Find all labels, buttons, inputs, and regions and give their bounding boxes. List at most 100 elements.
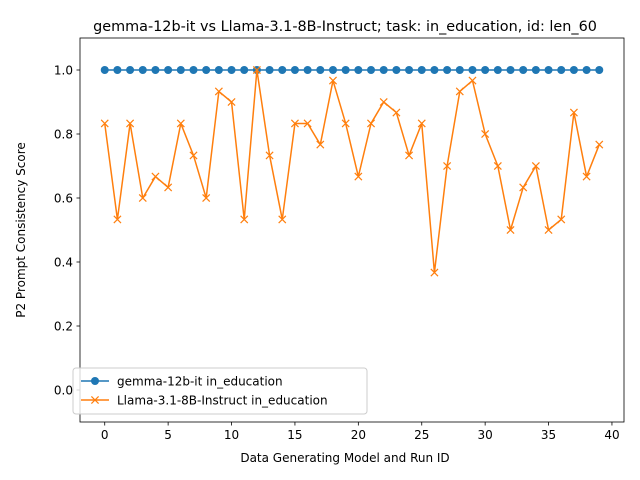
- legend-label-2: Llama-3.1-8B-Instruct in_education: [117, 393, 328, 407]
- x-tick-label-4: 20: [351, 428, 366, 442]
- series-2-point-6: [176, 119, 185, 128]
- chart-title: gemma-12b-it vs Llama-3.1-8B-Instruct; t…: [93, 19, 597, 35]
- legend-marker-2: [90, 395, 100, 405]
- series-2: [100, 65, 604, 277]
- series-2-point-17: [316, 140, 325, 149]
- series-1-point-6: [176, 66, 185, 74]
- y-axis-label: P2 Prompt Consistency Score: [14, 142, 28, 318]
- series-1-point-4: [151, 66, 160, 74]
- series-2-point-11: [240, 215, 249, 224]
- series-1-point-14: [278, 66, 287, 74]
- y-tick-label-4: 0.8: [54, 127, 73, 141]
- x-tick-label-5: 25: [414, 428, 429, 442]
- plot-area: [80, 38, 624, 422]
- series-2-point-21: [366, 119, 376, 128]
- y-tick-label-1: 0.2: [54, 319, 73, 333]
- series-2-point-16: [303, 119, 312, 128]
- series-2-point-0: [100, 119, 109, 128]
- y-tick-label-0: 0.0: [54, 383, 73, 397]
- x-tick-label-7: 35: [541, 428, 556, 442]
- series-1-point-18: [328, 66, 337, 74]
- x-axis-label: Data Generating Model and Run ID: [240, 451, 449, 465]
- series-1-point-27: [443, 66, 452, 74]
- series-1-point-7: [189, 66, 198, 74]
- series-2-point-36: [557, 215, 566, 224]
- series-2-point-26: [430, 268, 439, 277]
- x-tick-label-2: 10: [224, 428, 239, 442]
- series-2-point-35: [544, 225, 553, 235]
- series-1-point-11: [240, 66, 249, 74]
- series-1-point-29: [468, 66, 477, 74]
- series-2-point-15: [290, 119, 299, 128]
- series-2-point-28: [455, 87, 464, 96]
- axes-spines: [79, 37, 625, 423]
- series-1-point-33: [519, 66, 528, 74]
- series-1-point-21: [367, 66, 376, 74]
- series-2-point-8: [202, 193, 211, 203]
- series-2-point-4: [151, 172, 160, 181]
- legend-entry-1: gemma-12b-it in_education: [81, 374, 283, 388]
- series-2-line: [103, 69, 600, 274]
- series-2-point-19: [341, 119, 350, 128]
- legend-entry-2: Llama-3.1-8B-Instruct in_education: [81, 393, 328, 407]
- series-1-point-22: [379, 66, 388, 74]
- x-tick-label-1: 5: [164, 428, 172, 442]
- x-tick-label-6: 30: [478, 428, 493, 442]
- series-2-point-24: [405, 151, 414, 160]
- series-2-point-30: [481, 129, 490, 139]
- y-tick-label-3: 0.6: [54, 191, 73, 205]
- series-1-point-39: [595, 66, 604, 74]
- series-2-point-23: [392, 108, 401, 117]
- legend-marker-1: [91, 377, 99, 385]
- series-1-point-31: [493, 66, 502, 74]
- series-2-point-34: [531, 161, 540, 171]
- series-1-point-16: [303, 66, 312, 74]
- series-1-point-10: [227, 66, 236, 74]
- series-2-point-27: [443, 161, 452, 171]
- y-tick-label-2: 0.4: [54, 255, 73, 269]
- series-2-point-3: [138, 193, 147, 203]
- series-2-point-13: [265, 151, 274, 160]
- series-1-point-15: [290, 66, 299, 74]
- series-1-point-23: [392, 66, 401, 74]
- series-2-point-18: [328, 76, 338, 85]
- series-2-point-33: [519, 183, 528, 192]
- series-1-point-37: [569, 66, 578, 74]
- series-1-point-30: [481, 66, 490, 74]
- series-1-point-3: [138, 66, 147, 74]
- series-2-point-39: [595, 140, 604, 149]
- plot-background: [80, 38, 624, 422]
- series-1-point-13: [265, 66, 274, 74]
- series-1: [100, 66, 604, 74]
- series-2-point-38: [582, 172, 591, 181]
- series-1-point-25: [417, 66, 426, 74]
- series-1-point-24: [405, 66, 414, 74]
- x-tick-label-0: 0: [101, 428, 109, 442]
- series-1-point-19: [341, 66, 350, 74]
- y-tick-label-5: 1.0: [54, 63, 73, 77]
- series-1-point-0: [100, 66, 109, 74]
- series-1-point-8: [202, 66, 211, 74]
- series-2-point-10: [227, 97, 236, 107]
- series-1-point-38: [582, 66, 591, 74]
- series-1-point-1: [113, 66, 122, 74]
- series-2-point-5: [164, 183, 173, 192]
- legend: gemma-12b-it in_education Llama-3.1-8B-In…: [72, 367, 368, 415]
- axes-frame: [79, 37, 625, 423]
- x-tick-label-3: 15: [287, 428, 302, 442]
- series-1-point-32: [506, 66, 515, 74]
- series-1-point-17: [316, 66, 325, 74]
- series-2-point-1: [113, 215, 122, 224]
- series-2-point-29: [468, 76, 477, 85]
- series-2-point-25: [417, 119, 426, 128]
- series-1-point-34: [531, 66, 540, 74]
- series-2-point-32: [506, 225, 515, 235]
- series-1-point-35: [544, 66, 553, 74]
- x-tick-label-8: 40: [604, 428, 619, 442]
- series-2-point-20: [354, 172, 363, 181]
- legend-label-1: gemma-12b-it in_education: [117, 374, 283, 388]
- series-1-point-36: [557, 66, 566, 74]
- series-layer: [100, 65, 604, 277]
- series-2-point-12: [252, 65, 261, 75]
- series-1-point-9: [214, 66, 223, 74]
